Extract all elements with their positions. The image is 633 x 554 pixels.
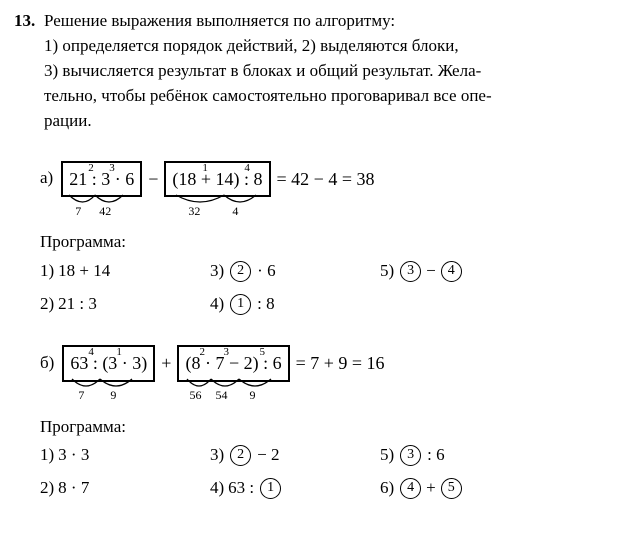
prog-a-1: 1)18 + 14 — [40, 260, 210, 283]
program-a-heading: Программа: — [40, 231, 615, 254]
block-b1: 63 : (3 · 3) 4 1 7 9 — [62, 345, 155, 381]
circle-3b-icon: 3 — [400, 445, 421, 466]
circle-3-icon: 3 — [400, 261, 421, 282]
arc-a1-v1: 7 — [75, 203, 81, 219]
problem-number: 13. — [14, 10, 44, 135]
order-b-3: 3 — [223, 345, 229, 360]
program-b-heading: Программа: — [40, 416, 615, 439]
arc-a2-v1: 32 — [188, 203, 200, 219]
prog-b-1: 1)3 · 3 — [40, 444, 210, 467]
arc-b2-v3: 9 — [249, 387, 255, 403]
block-a2: (18 + 14) : 8 1 4 32 4 — [164, 161, 270, 197]
order-a-1: 1 — [202, 161, 208, 176]
order-a-2: 2 — [88, 161, 94, 176]
op-a-minus: − — [148, 167, 158, 191]
prog-b-2: 2)8 · 7 — [40, 477, 210, 500]
prog-b-5: 5)3: 6 — [380, 444, 550, 467]
circle-1b-icon: 1 — [260, 478, 281, 499]
problem-row: 13. Решение выражения выполняется по алг… — [14, 10, 615, 135]
result-b: = 7 + 9 = 16 — [296, 351, 385, 375]
prog-b-3: 3)2− 2 — [210, 444, 380, 467]
prog-b-6: 6)4+5 — [380, 477, 550, 500]
block-b1-text: 63 : (3 · 3) — [70, 351, 147, 375]
circle-2b-icon: 2 — [230, 445, 251, 466]
arc-b2-v2: 54 — [215, 387, 227, 403]
arc-a2 — [170, 193, 262, 217]
circle-1-icon: 1 — [230, 294, 251, 315]
prog-a-5: 5)3−4 — [380, 260, 550, 283]
arc-a2-v2: 4 — [232, 203, 238, 219]
prog-a-3: 3)2· 6 — [210, 260, 380, 283]
prog-a-2: 2)21 : 3 — [40, 293, 210, 316]
arc-b1-v2: 9 — [110, 387, 116, 403]
example-b-equation: б) 63 : (3 · 3) 4 1 7 9 + (8 · 7 − 2) : … — [40, 334, 615, 394]
intro-line4: тельно, чтобы ребёнок самостоятельно про… — [44, 85, 615, 108]
intro-line2: 1) определяется порядок действий, 2) выд… — [44, 35, 615, 58]
example-a-letter: а) — [40, 167, 53, 190]
program-b-grid: 1)3 · 3 3)2− 2 5)3: 6 2)8 · 7 4)63 :1 6)… — [40, 444, 615, 500]
circle-4b-icon: 4 — [400, 478, 421, 499]
intro-text: Решение выражения выполняется по алгорит… — [44, 10, 615, 135]
block-a1-text: 21 : 3 · 6 — [69, 167, 134, 191]
op-b-plus: + — [161, 351, 171, 375]
intro-line3: 3) вычисляется результат в блоках и общи… — [44, 60, 615, 83]
intro-line1: Решение выражения выполняется по алгорит… — [44, 10, 615, 33]
order-a-4: 4 — [244, 161, 250, 176]
order-b-2: 2 — [199, 345, 205, 360]
order-b-4: 4 — [88, 345, 94, 360]
circle-5b-icon: 5 — [441, 478, 462, 499]
arc-a1-v2: 42 — [99, 203, 111, 219]
arc-b2-v1: 56 — [189, 387, 201, 403]
example-b-letter: б) — [40, 352, 54, 375]
block-b2: (8 · 7 − 2) : 6 2 3 5 56 54 9 — [177, 345, 289, 381]
order-b-1: 1 — [116, 345, 122, 360]
circle-2-icon: 2 — [230, 261, 251, 282]
intro-line5: рации. — [44, 110, 615, 133]
order-b-5: 5 — [259, 345, 265, 360]
example-a-equation: а) 21 : 3 · 6 2 3 7 42 − (18 + 14) : 8 1… — [40, 149, 615, 209]
circle-4-icon: 4 — [441, 261, 462, 282]
program-a-grid: 1)18 + 14 3)2· 6 5)3−4 2)21 : 3 4)1: 8 — [40, 260, 615, 316]
block-a1: 21 : 3 · 6 2 3 7 42 — [61, 161, 142, 197]
arc-b1-v1: 7 — [78, 387, 84, 403]
prog-b-4: 4)63 :1 — [210, 477, 380, 500]
result-a: = 42 − 4 = 38 — [277, 167, 375, 191]
order-a-3: 3 — [109, 161, 115, 176]
prog-a-4: 4)1: 8 — [210, 293, 380, 316]
